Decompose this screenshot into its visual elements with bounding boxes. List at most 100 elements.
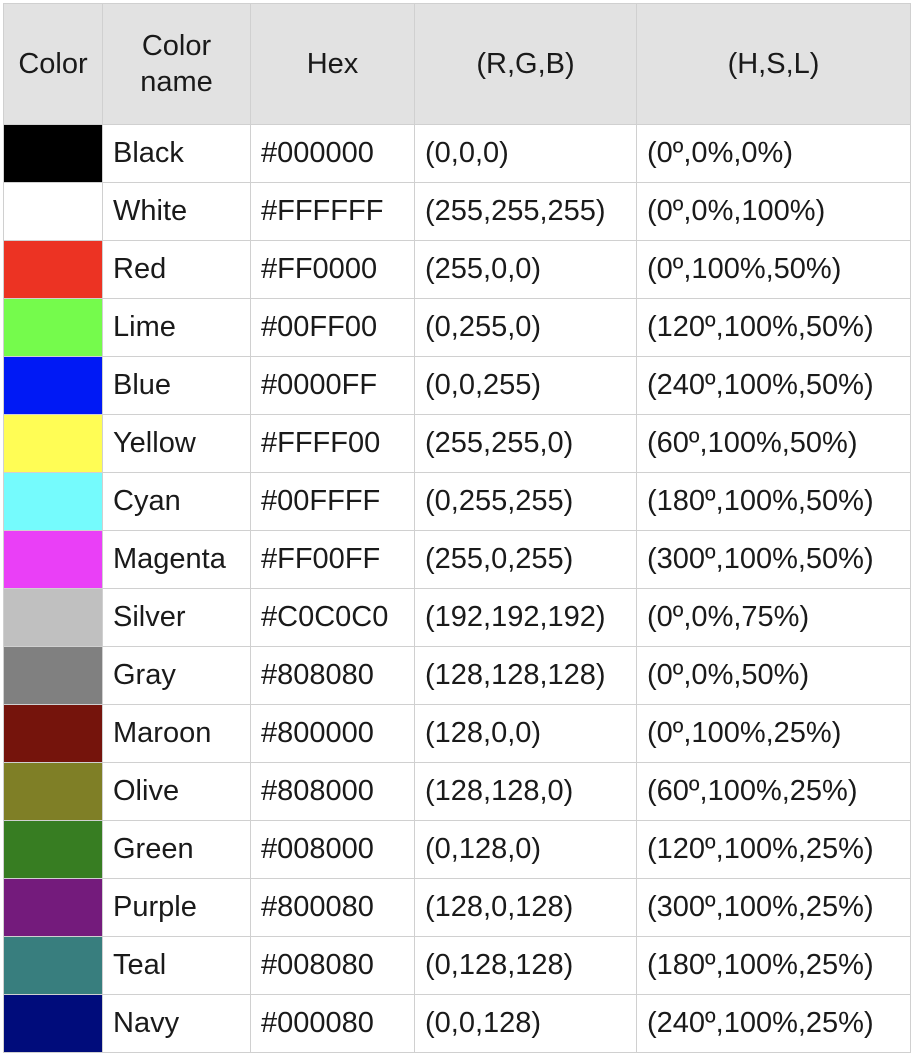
rgb-cell: (128,0,0) bbox=[414, 704, 637, 763]
color-name-cell: Gray bbox=[102, 646, 251, 705]
color-name-cell: Lime bbox=[102, 298, 251, 357]
table-row: Navy #000080 (0,0,128) (240º,100%,25%) bbox=[3, 994, 911, 1053]
color-name-cell: Maroon bbox=[102, 704, 251, 763]
hex-cell: #808080 bbox=[250, 646, 415, 705]
color-swatch bbox=[3, 820, 103, 879]
hex-cell: #FF00FF bbox=[250, 530, 415, 589]
hex-cell: #0000FF bbox=[250, 356, 415, 415]
color-name-cell: Black bbox=[102, 124, 251, 183]
color-swatch bbox=[3, 878, 103, 937]
rgb-cell: (0,128,0) bbox=[414, 820, 637, 879]
hex-cell: #000080 bbox=[250, 994, 415, 1053]
hex-cell: #00FF00 bbox=[250, 298, 415, 357]
hex-cell: #C0C0C0 bbox=[250, 588, 415, 647]
color-name-cell: Green bbox=[102, 820, 251, 879]
hex-cell: #808000 bbox=[250, 762, 415, 821]
table-row: Maroon #800000 (128,0,0) (0º,100%,25%) bbox=[3, 704, 911, 763]
color-swatch bbox=[3, 588, 103, 647]
color-swatch bbox=[3, 472, 103, 531]
hsl-cell: (60º,100%,25%) bbox=[636, 762, 911, 821]
hsl-cell: (180º,100%,25%) bbox=[636, 936, 911, 995]
header-rgb: (R,G,B) bbox=[414, 3, 637, 125]
table-body: Black #000000 (0,0,0) (0º,0%,0%) White #FFFFF… bbox=[3, 124, 911, 1053]
hex-cell: #800000 bbox=[250, 704, 415, 763]
rgb-cell: (128,128,128) bbox=[414, 646, 637, 705]
table-row: Magenta #FF00FF (255,0,255) (300º,100%,50%) bbox=[3, 530, 911, 589]
color-swatch bbox=[3, 704, 103, 763]
table-row: Yellow #FFFF00 (255,255,0) (60º,100%,50%) bbox=[3, 414, 911, 473]
table-row: Olive #808000 (128,128,0) (60º,100%,25%) bbox=[3, 762, 911, 821]
hsl-cell: (120º,100%,50%) bbox=[636, 298, 911, 357]
color-swatch bbox=[3, 646, 103, 705]
color-swatch bbox=[3, 182, 103, 241]
hsl-cell: (0º,100%,25%) bbox=[636, 704, 911, 763]
header-color: Color bbox=[3, 3, 103, 125]
hex-cell: #FF0000 bbox=[250, 240, 415, 299]
hsl-cell: (0º,0%,100%) bbox=[636, 182, 911, 241]
rgb-cell: (255,255,255) bbox=[414, 182, 637, 241]
rgb-cell: (0,255,0) bbox=[414, 298, 637, 357]
rgb-cell: (128,0,128) bbox=[414, 878, 637, 937]
table-row: Blue #0000FF (0,0,255) (240º,100%,50%) bbox=[3, 356, 911, 415]
hsl-cell: (0º,0%,50%) bbox=[636, 646, 911, 705]
hex-cell: #008080 bbox=[250, 936, 415, 995]
hsl-cell: (0º,0%,0%) bbox=[636, 124, 911, 183]
color-name-cell: Olive bbox=[102, 762, 251, 821]
color-swatch bbox=[3, 530, 103, 589]
hsl-cell: (180º,100%,50%) bbox=[636, 472, 911, 531]
hsl-cell: (300º,100%,50%) bbox=[636, 530, 911, 589]
color-swatch bbox=[3, 240, 103, 299]
hex-cell: #00FFFF bbox=[250, 472, 415, 531]
rgb-cell: (0,255,255) bbox=[414, 472, 637, 531]
color-name-cell: Silver bbox=[102, 588, 251, 647]
hsl-cell: (0º,100%,50%) bbox=[636, 240, 911, 299]
hsl-cell: (60º,100%,50%) bbox=[636, 414, 911, 473]
rgb-cell: (0,0,0) bbox=[414, 124, 637, 183]
hsl-cell: (120º,100%,25%) bbox=[636, 820, 911, 879]
color-swatch bbox=[3, 124, 103, 183]
table-row: Green #008000 (0,128,0) (120º,100%,25%) bbox=[3, 820, 911, 879]
header-hsl: (H,S,L) bbox=[636, 3, 911, 125]
hsl-cell: (0º,0%,75%) bbox=[636, 588, 911, 647]
hex-cell: #000000 bbox=[250, 124, 415, 183]
hsl-cell: (240º,100%,25%) bbox=[636, 994, 911, 1053]
hex-cell: #FFFFFF bbox=[250, 182, 415, 241]
table-row: Silver #C0C0C0 (192,192,192) (0º,0%,75%) bbox=[3, 588, 911, 647]
color-name-cell: Yellow bbox=[102, 414, 251, 473]
color-swatch bbox=[3, 356, 103, 415]
table-row: White #FFFFFF (255,255,255) (0º,0%,100%) bbox=[3, 182, 911, 241]
color-name-cell: Cyan bbox=[102, 472, 251, 531]
color-name-cell: Navy bbox=[102, 994, 251, 1053]
color-table: Color Color name Hex (R,G,B) (H,S,L) Bla… bbox=[3, 3, 911, 1053]
header-row: Color Color name Hex (R,G,B) (H,S,L) bbox=[3, 3, 911, 125]
rgb-cell: (0,128,128) bbox=[414, 936, 637, 995]
color-swatch bbox=[3, 298, 103, 357]
hex-cell: #800080 bbox=[250, 878, 415, 937]
color-swatch bbox=[3, 936, 103, 995]
color-name-cell: Purple bbox=[102, 878, 251, 937]
rgb-cell: (255,0,255) bbox=[414, 530, 637, 589]
rgb-cell: (128,128,0) bbox=[414, 762, 637, 821]
rgb-cell: (192,192,192) bbox=[414, 588, 637, 647]
table-row: Red #FF0000 (255,0,0) (0º,100%,50%) bbox=[3, 240, 911, 299]
table-row: Lime #00FF00 (0,255,0) (120º,100%,50%) bbox=[3, 298, 911, 357]
header-color-name: Color name bbox=[102, 3, 251, 125]
color-swatch bbox=[3, 994, 103, 1053]
table-row: Black #000000 (0,0,0) (0º,0%,0%) bbox=[3, 124, 911, 183]
rgb-cell: (255,0,0) bbox=[414, 240, 637, 299]
color-name-cell: Blue bbox=[102, 356, 251, 415]
color-name-cell: Red bbox=[102, 240, 251, 299]
hex-cell: #FFFF00 bbox=[250, 414, 415, 473]
color-swatch bbox=[3, 414, 103, 473]
table-row: Purple #800080 (128,0,128) (300º,100%,25%) bbox=[3, 878, 911, 937]
table-row: Cyan #00FFFF (0,255,255) (180º,100%,50%) bbox=[3, 472, 911, 531]
table-row: Teal #008080 (0,128,128) (180º,100%,25%) bbox=[3, 936, 911, 995]
hsl-cell: (240º,100%,50%) bbox=[636, 356, 911, 415]
color-name-cell: Magenta bbox=[102, 530, 251, 589]
hex-cell: #008000 bbox=[250, 820, 415, 879]
color-name-cell: White bbox=[102, 182, 251, 241]
header-hex: Hex bbox=[250, 3, 415, 125]
rgb-cell: (0,0,255) bbox=[414, 356, 637, 415]
table-header: Color Color name Hex (R,G,B) (H,S,L) bbox=[3, 3, 911, 125]
table-row: Gray #808080 (128,128,128) (0º,0%,50%) bbox=[3, 646, 911, 705]
